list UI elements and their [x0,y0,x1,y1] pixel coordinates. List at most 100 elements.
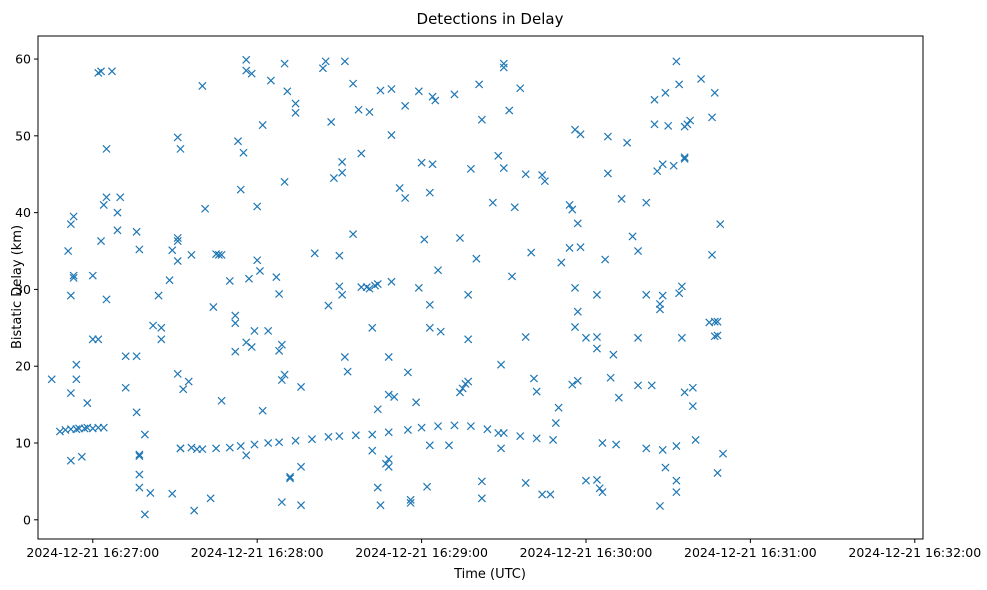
data-point [576,130,585,139]
data-point [425,441,434,450]
data-point [573,376,582,385]
data-point [176,444,185,453]
data-point [464,377,473,386]
data-point [310,249,319,258]
data-point [198,81,207,90]
data-point [428,160,437,169]
data-point [247,69,256,78]
data-point [710,88,719,97]
data-point [494,151,503,160]
data-point [135,450,144,459]
data-point [483,425,492,434]
data-point [557,258,566,267]
data-point [708,113,717,122]
data-point [390,392,399,401]
data-point [708,250,717,259]
data-point [140,430,149,439]
data-point [436,327,445,336]
data-point [88,271,97,280]
data-point [466,422,475,431]
data-point [603,169,612,178]
data-point [434,422,443,431]
data-point [83,399,92,408]
data-point [595,484,604,493]
data-point [642,444,651,453]
data-point [72,360,81,369]
data-point [551,419,560,428]
data-point [47,375,56,384]
data-point [102,193,111,202]
data-point [716,220,725,229]
data-point [77,452,86,461]
data-point [190,506,199,515]
data-point [647,381,656,390]
data-point [376,501,385,510]
data-point [425,188,434,197]
data-point [628,232,637,241]
data-point [431,96,440,105]
data-point [173,369,182,378]
data-point [420,235,429,244]
data-point [277,340,286,349]
data-point [384,352,393,362]
data-point [713,317,722,326]
data-point [672,442,681,451]
data-point [417,158,426,167]
data-point [168,489,177,498]
data-point [576,243,585,252]
data-point [546,490,555,499]
data-point [658,160,667,169]
data-point [233,137,243,146]
data-point [231,347,240,356]
data-point [283,87,292,96]
data-point [280,177,289,186]
data-point [231,319,240,328]
data-point [225,443,234,452]
data-point [338,290,347,299]
data-point [217,396,226,405]
data-point [291,108,300,117]
data-point [428,92,437,101]
y-tick-label: 10 [15,436,31,451]
data-point [655,501,664,511]
data-point [455,388,464,397]
data-point [527,248,536,257]
data-point [680,388,689,397]
data-point [477,494,486,503]
data-point [94,423,103,432]
data-point [168,246,177,255]
data-point [157,323,166,332]
data-point [601,255,610,264]
y-tick-label: 50 [15,128,31,143]
data-point [598,438,607,448]
data-point [680,153,689,162]
data-point [499,59,508,68]
data-point [335,282,344,291]
data-points [47,55,728,519]
data-point [532,434,541,443]
data-point [571,283,580,292]
data-point [140,510,149,519]
data-point [592,333,601,342]
data-point [642,290,651,299]
data-point [275,438,284,447]
data-point [69,271,78,280]
data-point [258,121,267,130]
data-point [214,250,223,259]
data-point [497,444,506,453]
data-point [403,368,412,377]
data-point [499,164,508,173]
x-tick-label: 2024-12-21 16:31:00 [684,545,817,560]
data-point [187,443,196,452]
data-point [477,115,486,124]
data-point [414,283,423,292]
data-point [540,177,549,186]
data-point [236,442,245,451]
data-point [217,250,226,259]
data-point [165,276,174,285]
data-point [253,256,262,265]
data-point [173,237,182,246]
data-point [132,352,141,361]
data-point [464,290,473,299]
